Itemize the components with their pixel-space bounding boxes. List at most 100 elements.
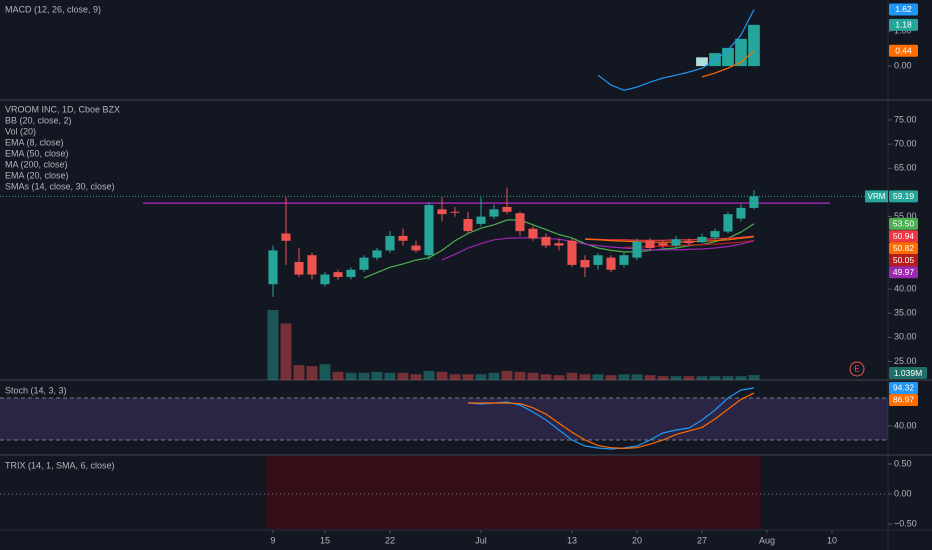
y-tick-label: 70.00	[894, 139, 917, 149]
y-tick-label: 40.00	[894, 283, 917, 293]
symbol-box	[865, 190, 888, 203]
price-label: 94.32	[893, 383, 915, 393]
candle-body	[281, 233, 291, 241]
volume-bar	[293, 365, 305, 380]
volume-bar	[540, 374, 552, 380]
indicator-line	[441, 237, 755, 261]
candle-body	[398, 235, 408, 241]
volume-bar	[423, 370, 435, 380]
candle-body	[567, 240, 577, 265]
candle-body	[515, 213, 525, 232]
candle-body	[372, 250, 382, 258]
candle-body	[697, 236, 707, 243]
histogram-bar	[735, 38, 747, 67]
band-fill	[0, 397, 888, 441]
histogram-bar	[748, 24, 760, 67]
legend-entry: MA (200, close)	[5, 159, 68, 169]
volume-bar	[748, 375, 760, 380]
legend-entry: EMA (50, close)	[5, 148, 69, 158]
volume-bar	[657, 376, 669, 380]
x-tick-label: 27	[697, 535, 707, 545]
volume-bar	[683, 376, 695, 380]
volume-bar	[488, 372, 500, 380]
earnings-icon[interactable]	[849, 361, 865, 377]
shaded-region	[266, 456, 761, 529]
volume-bar	[358, 372, 370, 380]
price-label: 59.19	[893, 191, 915, 201]
volume-bar	[514, 371, 526, 380]
price-label-box	[889, 230, 918, 243]
volume-bar	[332, 371, 344, 380]
earnings-label[interactable]: E	[854, 365, 859, 374]
volume-bar	[267, 310, 279, 380]
candle-body	[359, 257, 369, 270]
price-label: 50.82	[893, 243, 915, 253]
candle-body	[580, 260, 590, 268]
price-label: 49.97	[893, 267, 915, 277]
volume-bar	[397, 372, 409, 380]
volume-bar	[501, 370, 513, 380]
candle-body	[658, 243, 668, 246]
volume-bar	[306, 366, 318, 380]
candle-body	[671, 239, 681, 246]
histogram-bar	[722, 47, 734, 67]
price-label: 1.18	[895, 20, 912, 30]
indicator-line	[701, 50, 755, 78]
price-label: 50.94	[893, 231, 915, 241]
price-label: 50.05	[893, 255, 915, 265]
price-label-box	[889, 44, 918, 57]
pane-title: TRIX (14, 1, SMA, 6, close)	[5, 460, 115, 470]
candle-body	[450, 211, 460, 213]
volume-bar	[371, 371, 383, 380]
volume-bar	[553, 375, 565, 380]
legend-entry: EMA (20, close)	[5, 170, 69, 180]
candle-body	[476, 216, 486, 224]
y-tick-label: 75.00	[894, 114, 917, 124]
symbol-label: VRM	[868, 192, 886, 201]
candle-body	[463, 219, 473, 232]
indicator-line	[584, 235, 755, 241]
candle-body	[307, 255, 317, 275]
candle-body	[710, 231, 720, 238]
price-label-box	[889, 266, 918, 279]
x-tick-label: 15	[320, 535, 330, 545]
volume-bar	[670, 376, 682, 380]
price-label: 1.62	[895, 4, 912, 14]
candle-body	[723, 214, 733, 232]
candle-body	[606, 257, 616, 270]
volume-bar	[410, 374, 422, 380]
candle-body	[632, 241, 642, 258]
volume-label-box	[889, 367, 927, 379]
y-tick-label: 0.00	[894, 60, 912, 70]
y-tick-label: 30.00	[894, 332, 917, 342]
volume-bar	[319, 364, 331, 380]
x-tick-label: Jul	[475, 535, 487, 545]
volume-bar	[631, 374, 643, 380]
x-tick-label: 10	[827, 535, 837, 545]
y-tick-label: 0.50	[894, 458, 912, 468]
candle-body	[333, 272, 343, 277]
volume-bar	[722, 376, 734, 380]
volume-bar	[475, 374, 487, 380]
candle-body	[437, 209, 447, 215]
price-label-box	[889, 242, 918, 255]
volume-label: 1.039M	[894, 368, 922, 378]
x-tick-label: Aug	[759, 535, 775, 545]
x-tick-label: 9	[270, 535, 275, 545]
price-label-box	[889, 393, 918, 406]
candle-body	[411, 245, 421, 251]
volume-bar	[384, 372, 396, 380]
histogram-bar	[696, 57, 708, 67]
volume-bar	[345, 372, 357, 380]
candle-body	[554, 243, 564, 246]
volume-bar	[462, 374, 474, 380]
x-tick-label: 20	[632, 535, 642, 545]
price-label-box	[889, 217, 918, 230]
candle-body	[294, 262, 304, 275]
candle-body	[346, 269, 356, 277]
price-label: 0.44	[895, 45, 912, 55]
volume-bar	[592, 374, 604, 380]
price-label: 86.97	[893, 395, 915, 405]
